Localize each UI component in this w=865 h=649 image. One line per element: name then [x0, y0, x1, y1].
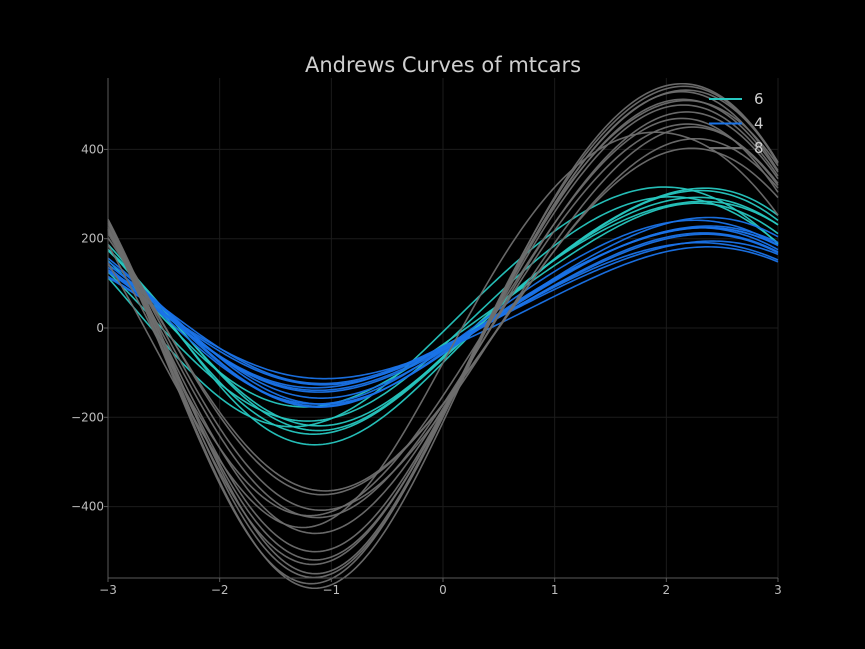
andrews-curve-class-4 [107, 241, 779, 386]
legend-label-8: 8 [754, 139, 764, 157]
andrews-curve-class-6 [107, 186, 779, 428]
y-tick-label: 400 [81, 142, 104, 156]
andrews-curve-class-4 [107, 226, 779, 399]
legend-label-4: 4 [754, 115, 764, 133]
legend-label-6: 6 [754, 90, 764, 108]
chart-title: Andrews Curves of mtcars [305, 53, 581, 77]
andrews-curve-class-8 [107, 85, 779, 585]
andrews-curve-class-8 [107, 123, 779, 519]
andrews-curve-class-6 [107, 202, 779, 408]
andrews-curve-class-4 [107, 216, 779, 408]
x-tick-label: 2 [663, 583, 671, 597]
andrews-curve-class-6 [107, 200, 779, 432]
y-tick-label: 0 [96, 321, 104, 335]
y-tick-label: −400 [71, 500, 104, 514]
x-tick-label: 1 [551, 583, 559, 597]
x-tick-label: 3 [774, 583, 782, 597]
andrews-curve-class-8 [107, 82, 779, 590]
y-tick-label: −200 [71, 410, 104, 424]
legend: 6 4 8 [709, 90, 764, 157]
andrews-curve-class-8 [107, 89, 779, 579]
x-tick-label: −1 [322, 583, 340, 597]
y-tick-label: 200 [81, 232, 104, 246]
andrews-curve-class-8 [107, 104, 779, 553]
x-tick-label: −2 [211, 583, 229, 597]
andrews-curve-class-8 [107, 117, 779, 517]
andrews-curve-class-6 [107, 189, 779, 435]
andrews-curve-class-4 [107, 240, 779, 385]
x-tick-label: 0 [439, 583, 447, 597]
y-axis-ticks: −400 −200 0 200 400 [71, 142, 108, 514]
curves-layer [107, 82, 779, 590]
x-tick-label: −3 [99, 583, 117, 597]
x-axis-ticks: −3 −2 −1 0 1 2 3 [99, 578, 782, 597]
